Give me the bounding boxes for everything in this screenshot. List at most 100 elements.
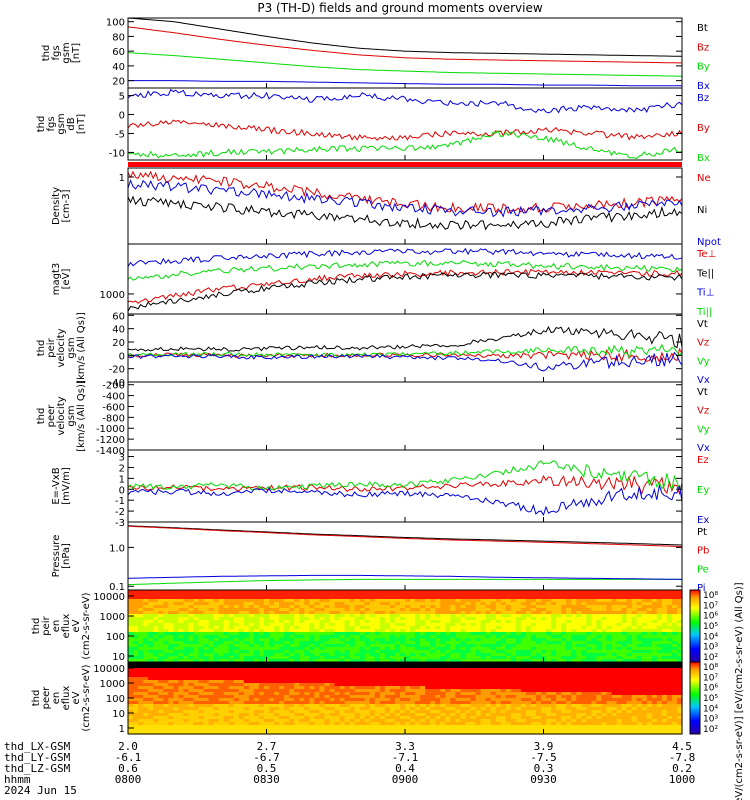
- heatmap-cell: [133, 608, 139, 612]
- heatmap-cell: [641, 620, 648, 624]
- heatmap-cell: [263, 638, 270, 642]
- heatmap-cell: [510, 662, 517, 666]
- heatmap-cell: [223, 686, 230, 690]
- heatmap-cell: [133, 644, 139, 648]
- heatmap-cell: [299, 614, 305, 618]
- heatmap-cell: [606, 605, 613, 609]
- heatmap-cell: [258, 635, 265, 639]
- heatmap-cell: [465, 653, 472, 657]
- heatmap-cell: [405, 722, 411, 726]
- heatmap-cell: [430, 656, 436, 660]
- heatmap-cell: [626, 644, 633, 648]
- heatmap-cell: [133, 641, 139, 645]
- colorbar-label: 10³: [703, 643, 718, 653]
- heatmap-cell: [319, 656, 326, 660]
- heatmap-cell: [344, 602, 351, 606]
- heatmap-cell: [394, 602, 401, 606]
- heatmap-cell: [546, 596, 552, 600]
- heatmap-cell: [223, 602, 230, 606]
- heatmap-cell: [405, 698, 411, 702]
- heatmap-cell: [158, 602, 164, 606]
- heatmap-cell: [213, 674, 220, 678]
- heatmap-cell: [253, 707, 260, 711]
- heatmap-cell: [410, 644, 416, 648]
- heatmap-cell: [450, 611, 456, 615]
- heatmap-cell: [314, 611, 320, 615]
- heatmap-cell: [203, 695, 210, 699]
- heatmap-cell: [178, 683, 184, 687]
- heatmap-cell: [465, 650, 472, 654]
- heatmap-cell: [354, 590, 361, 594]
- heatmap-cell: [676, 647, 683, 651]
- heatmap-cell: [430, 617, 436, 621]
- heatmap-cell: [279, 611, 285, 615]
- heatmap-cell: [369, 662, 376, 666]
- heatmap-cell: [178, 728, 184, 732]
- heatmap-cell: [329, 668, 336, 672]
- heatmap-cell: [334, 647, 341, 651]
- heatmap-cell: [525, 635, 532, 639]
- heatmap-cell: [263, 701, 270, 705]
- heatmap-cell: [233, 605, 240, 609]
- series-line-Vy: [127, 343, 683, 359]
- heatmap-cell: [621, 593, 628, 597]
- heatmap-cell: [440, 599, 446, 603]
- heatmap-cell: [384, 620, 391, 624]
- heatmap-cell: [606, 620, 613, 624]
- heatmap-cell: [173, 638, 179, 642]
- heatmap-cell: [485, 623, 492, 627]
- heatmap-cell: [460, 731, 467, 735]
- heatmap-cell: [238, 683, 245, 687]
- heatmap-cell: [138, 653, 144, 657]
- heatmap-cell: [556, 728, 562, 732]
- heatmap-cell: [470, 683, 477, 687]
- heatmap-cell: [561, 623, 567, 627]
- heatmap-cell: [470, 725, 477, 729]
- heatmap-cell: [676, 599, 683, 603]
- heatmap-cell: [354, 704, 361, 708]
- heatmap-cell: [374, 626, 381, 630]
- heatmap-cell: [450, 593, 456, 597]
- heatmap-cell: [495, 617, 502, 621]
- heatmap-cell: [243, 647, 250, 651]
- heatmap-cell: [485, 713, 492, 717]
- heatmap-cell: [460, 590, 467, 594]
- heatmap-cell: [248, 590, 255, 594]
- heatmap-cell: [193, 728, 200, 732]
- heatmap-cell: [626, 629, 633, 633]
- heatmap-cell: [561, 617, 567, 621]
- heatmap-cell: [329, 605, 336, 609]
- heatmap-cell: [490, 626, 497, 630]
- heatmap-cell: [359, 686, 366, 690]
- heatmap-cell: [289, 635, 295, 639]
- heatmap-cell: [510, 629, 517, 633]
- heatmap-cell: [425, 689, 431, 693]
- heatmap-cell: [148, 632, 154, 636]
- heatmap-cell: [551, 665, 557, 669]
- heatmap-cell: [263, 677, 270, 681]
- heatmap-cell: [304, 653, 310, 657]
- heatmap-cell: [253, 671, 260, 675]
- heatmap-cell: [621, 659, 628, 663]
- heatmap-cell: [591, 650, 597, 654]
- heatmap-cell: [173, 668, 179, 672]
- heatmap-cell: [676, 656, 683, 660]
- heatmap-cell: [379, 665, 386, 669]
- heatmap-cell: [364, 653, 371, 657]
- heatmap-cell: [420, 602, 426, 606]
- heatmap-cell: [495, 590, 502, 594]
- heatmap-cell: [193, 683, 200, 687]
- panel-frame: [127, 17, 683, 89]
- heatmap-cell: [193, 725, 200, 729]
- panel-peir_spec-heatmap: [128, 590, 683, 663]
- heatmap-cell: [455, 707, 461, 711]
- heatmap-cell: [128, 590, 134, 594]
- heatmap-cell: [556, 731, 562, 735]
- heatmap-cell: [248, 617, 255, 621]
- heatmap-cell: [410, 641, 416, 645]
- heatmap-cell: [651, 596, 658, 600]
- heatmap-cell: [505, 620, 512, 624]
- heatmap-cell: [143, 620, 149, 624]
- heatmap-cell: [339, 629, 346, 633]
